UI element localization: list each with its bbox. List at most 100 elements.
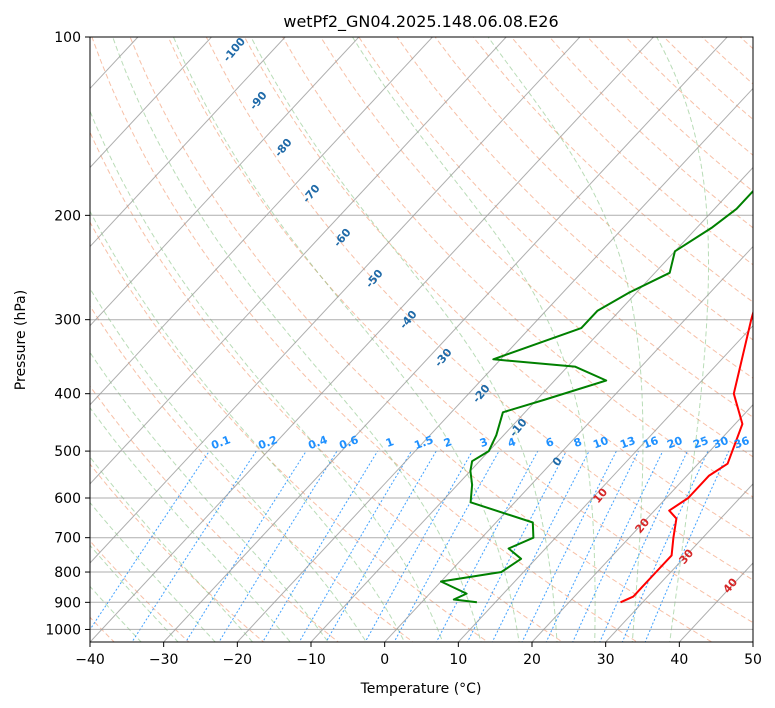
chart-title: wetPf2_GN04.2025.148.06.08.E26 <box>283 12 558 32</box>
moist-adiabat <box>90 544 179 642</box>
mixing-ratio-label: 2 <box>442 435 454 450</box>
mixing-ratio-label: 25 <box>691 434 710 451</box>
series-line-0 <box>620 309 753 604</box>
dry-adiabat <box>90 131 564 642</box>
dry-adiabat-label: -50 <box>363 267 386 291</box>
mixing-ratio-line <box>298 450 412 642</box>
dry-adiabat <box>91 37 638 642</box>
mixing-ratio-label: 10 <box>591 434 610 452</box>
mixing-ratio-label: 8 <box>572 435 584 450</box>
isotherm-line <box>90 37 581 564</box>
mixing-ratio-label: 0.6 <box>337 433 360 452</box>
dry-adiabat <box>434 37 753 341</box>
x-axis-ticks: −40 −30 −20 −10 0 10 20 30 40 50 <box>75 642 762 668</box>
mixing-ratio-line <box>435 450 539 642</box>
plot-frame <box>89 36 754 643</box>
isotherm-line <box>604 483 753 642</box>
x-tick-label: −20 <box>223 652 253 668</box>
moist-adiabat-label: 40 <box>720 575 740 595</box>
dry-adiabat <box>701 37 753 85</box>
isotherm-line <box>383 245 753 642</box>
dry-adiabat <box>90 305 414 642</box>
isotherm-line <box>236 87 753 642</box>
dry-adiabat <box>90 221 489 642</box>
x-tick-label: 10 <box>449 652 467 668</box>
y-tick-label: 900 <box>54 595 81 611</box>
moist-adiabat <box>352 37 596 642</box>
mixing-ratio-label: 36 <box>732 434 751 452</box>
x-axis-title: Temperature (°C) <box>360 681 482 697</box>
x-tick-label: 20 <box>523 652 541 668</box>
moist-adiabats <box>90 37 709 642</box>
isotherm-line <box>90 37 507 485</box>
y-tick-label: 400 <box>54 387 81 403</box>
isotherm-grid <box>90 37 753 642</box>
moist-adiabat <box>90 109 444 642</box>
isotherm-line <box>90 37 655 642</box>
moist-adiabat-label: 30 <box>676 546 696 566</box>
y-axis-title: Pressure (hPa) <box>13 290 29 390</box>
dry-adiabat <box>129 37 713 642</box>
dry-adiabat-label: -70 <box>300 182 323 206</box>
dry-adiabat-labels: -100-90-80-70-60-50-40-30-20-100 <box>220 37 564 469</box>
mixing-ratio-label: 0.1 <box>209 433 232 452</box>
mixing-ratio-line <box>325 450 437 642</box>
moist-adiabat <box>90 351 329 642</box>
mixing-ratio-line <box>218 450 338 642</box>
dry-adiabat <box>244 37 753 539</box>
dry-adiabat <box>511 37 753 266</box>
mixing-ratio-label: 30 <box>711 434 730 452</box>
x-tick-label: 50 <box>744 652 762 668</box>
mixing-ratio-labels: 0.1 0.2 0.4 0.6 1 1.5 2 3 4 6 8 10 13 16 20 25 30 36 <box>209 433 751 452</box>
moist-adiabat <box>90 406 291 642</box>
mixing-ratio-line <box>262 450 379 642</box>
x-tick-label: 40 <box>670 652 688 668</box>
x-tick-label: −30 <box>149 652 179 668</box>
moist-adiabat <box>112 37 482 642</box>
isotherm-line <box>90 37 360 327</box>
y-tick-label: 600 <box>54 491 81 507</box>
y-tick-label: 800 <box>54 565 81 581</box>
dry-adiabat-label: -60 <box>331 226 354 250</box>
dry-adiabat <box>549 37 753 229</box>
y-tick-label: 500 <box>54 444 81 460</box>
mixing-ratio-label: 1 <box>384 435 396 450</box>
mixing-ratio-line <box>364 450 473 642</box>
x-tick-label: −40 <box>75 652 105 668</box>
moist-adiabat <box>90 210 406 642</box>
isobar-grid <box>90 37 753 630</box>
moist-adiabat <box>90 585 142 642</box>
moist-adiabat <box>173 37 520 642</box>
mixing-ratio-line <box>521 450 617 642</box>
mixing-ratio-label: 20 <box>665 434 684 452</box>
mixing-ratio-line <box>393 450 500 642</box>
moist-adiabat <box>90 287 367 642</box>
mixing-ratio-label: 0.2 <box>256 433 279 452</box>
isotherm-line <box>162 37 728 642</box>
dry-adiabat <box>90 463 265 642</box>
y-tick-label: 300 <box>54 313 81 329</box>
dry-adiabat <box>90 540 190 642</box>
mixing-ratio-label: 6 <box>544 435 556 450</box>
mixing-ratio-line <box>90 450 210 631</box>
isotherm-line <box>531 404 753 642</box>
y-tick-label: 200 <box>54 208 81 224</box>
mixing-ratio-label: 1.5 <box>412 433 435 452</box>
mixing-ratio-label: 13 <box>618 434 637 451</box>
dry-adiabat-label: -20 <box>470 382 493 406</box>
dry-adiabat <box>320 37 753 458</box>
x-tick-label: 0 <box>380 652 389 668</box>
dry-adiabats <box>90 37 753 642</box>
y-tick-label: 100 <box>54 30 81 46</box>
y-axis-ticks: 100 200 300 400 500 600 700 800 900 1000 <box>45 30 90 638</box>
moist-adiabat-label: 10 <box>590 485 610 505</box>
isotherm-line <box>310 166 753 642</box>
dry-adiabat-label: -90 <box>247 89 270 113</box>
dry-adiabat-label: -40 <box>397 308 420 332</box>
moist-adiabat <box>656 37 709 642</box>
mixing-ratio-line <box>621 450 709 642</box>
dry-adiabat-label: -30 <box>432 346 455 370</box>
plot-area: -100-90-80-70-60-50-40-30-20-100 1020304… <box>90 37 753 642</box>
x-tick-label: 30 <box>597 652 615 668</box>
